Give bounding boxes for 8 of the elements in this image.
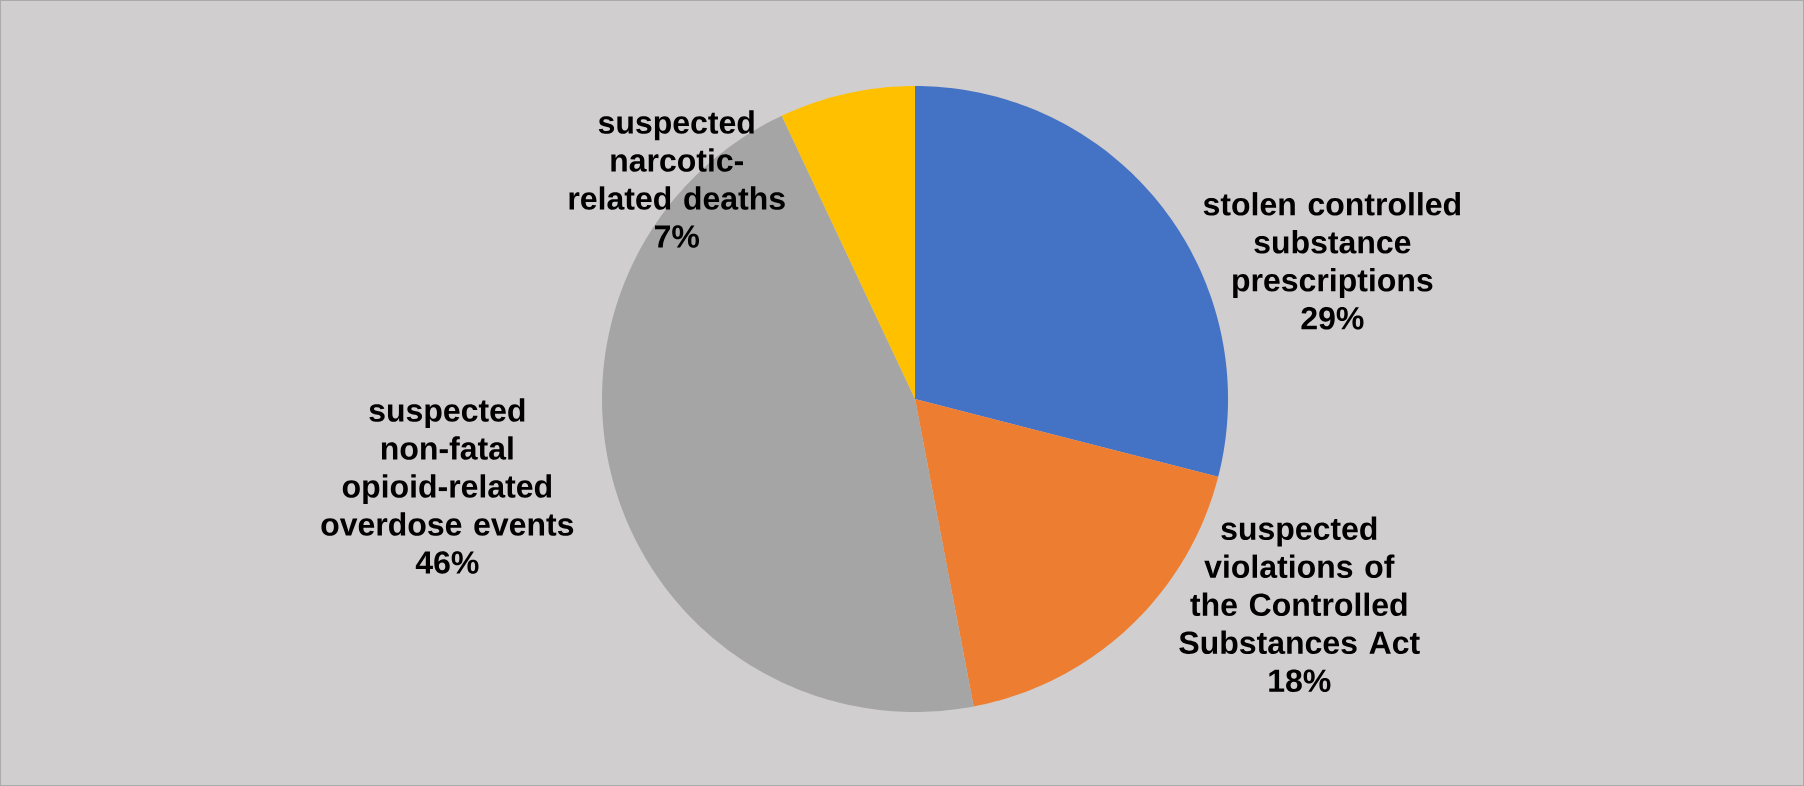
- data-label: 7%: [654, 225, 699, 248]
- slice-label: suspected non-fatal opioid-related overdose events: [321, 398, 574, 536]
- data-label: 18%: [1269, 669, 1331, 693]
- data-label: 29%: [1301, 306, 1364, 330]
- data-label: 46%: [415, 551, 479, 574]
- slice-label: stolen controlled substance prescriptions: [1203, 192, 1461, 298]
- slice-label: suspected violations of the Controlled Substances Act: [1179, 516, 1420, 655]
- slice-label: suspected narcotic-related deaths: [569, 110, 785, 210]
